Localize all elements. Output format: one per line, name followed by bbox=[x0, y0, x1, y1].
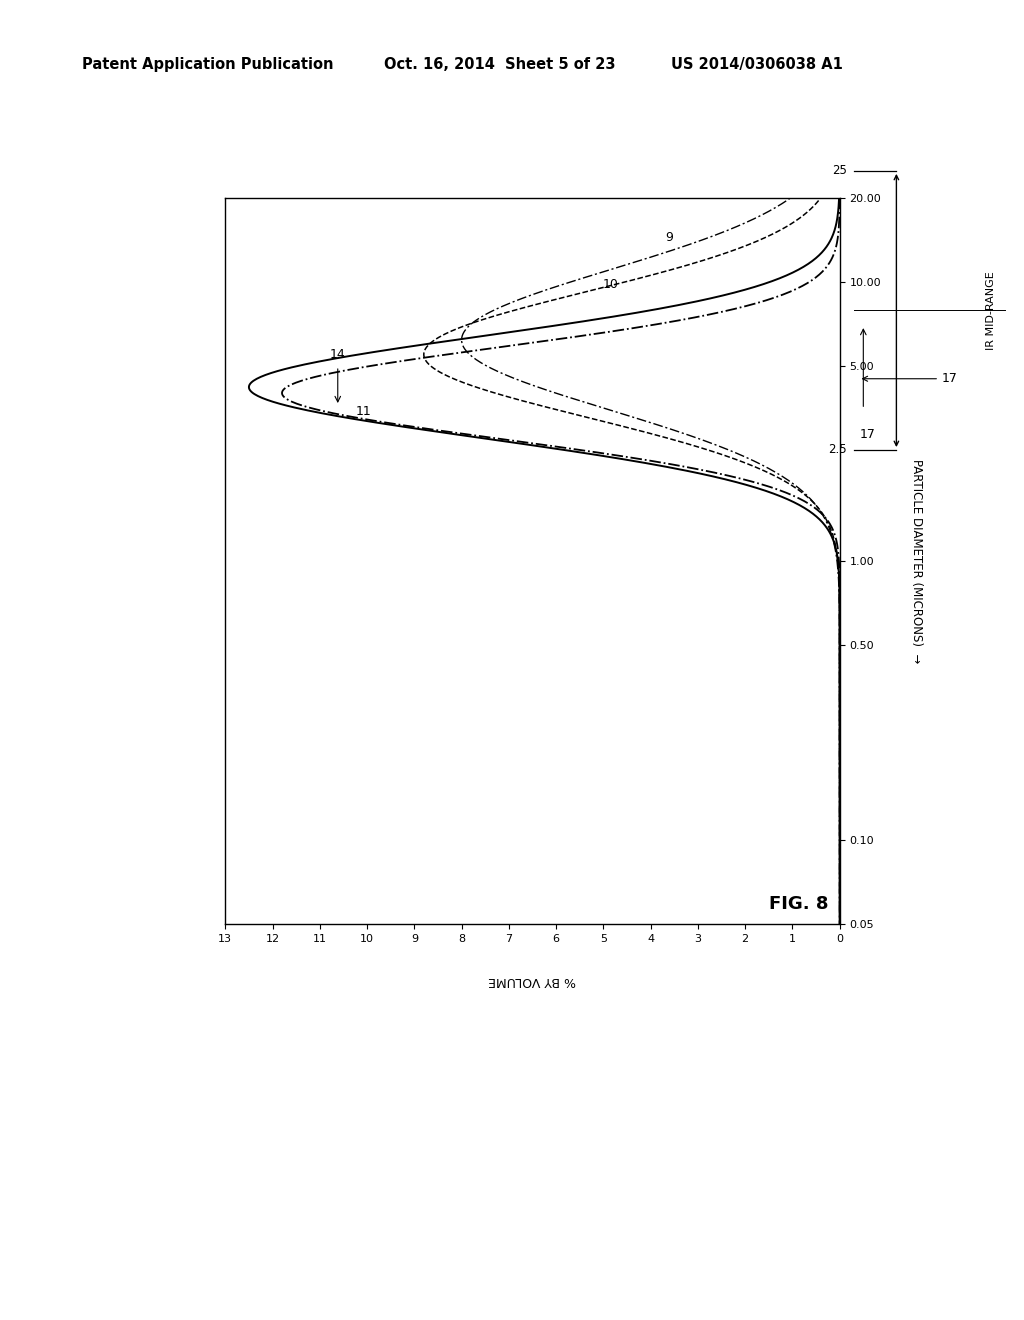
Text: 25: 25 bbox=[831, 165, 847, 177]
X-axis label: % BY VOLUME: % BY VOLUME bbox=[488, 974, 577, 987]
Text: 10: 10 bbox=[603, 277, 618, 290]
Text: IR MID-RANGE: IR MID-RANGE bbox=[986, 271, 996, 350]
Text: Patent Application Publication: Patent Application Publication bbox=[82, 57, 334, 71]
Text: 2.5: 2.5 bbox=[828, 444, 847, 457]
Text: 17: 17 bbox=[860, 428, 876, 441]
Text: 14: 14 bbox=[330, 348, 346, 362]
Text: 11: 11 bbox=[355, 405, 371, 418]
Text: Oct. 16, 2014  Sheet 5 of 23: Oct. 16, 2014 Sheet 5 of 23 bbox=[384, 57, 615, 71]
Y-axis label: PARTICLE DIAMETER (MICRONS)  →: PARTICLE DIAMETER (MICRONS) → bbox=[909, 459, 923, 663]
Text: 17: 17 bbox=[862, 372, 957, 385]
Text: US 2014/0306038 A1: US 2014/0306038 A1 bbox=[671, 57, 843, 71]
Text: FIG. 8: FIG. 8 bbox=[769, 895, 828, 913]
Text: 9: 9 bbox=[666, 231, 674, 244]
